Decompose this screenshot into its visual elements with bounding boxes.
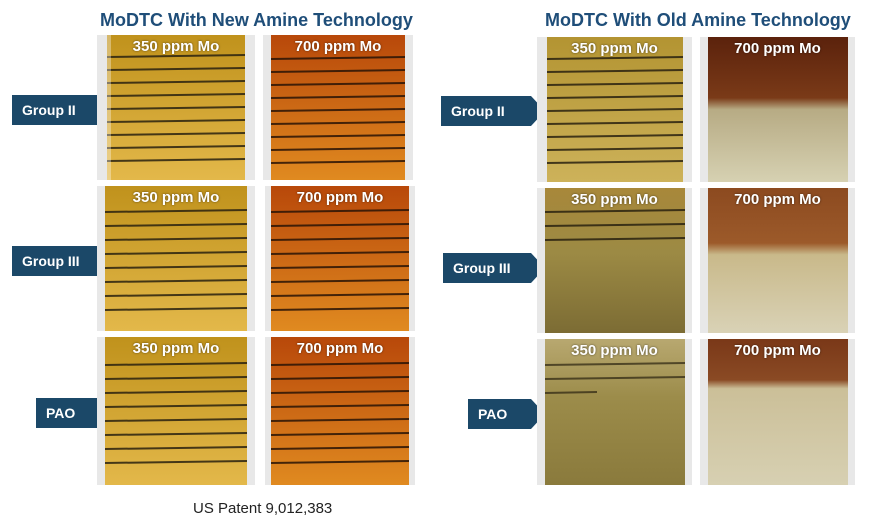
concentration-label: 350 ppm Mo [571, 342, 658, 359]
row-label-group-ii-old: Group II [441, 96, 545, 126]
concentration-label: 350 ppm Mo [571, 40, 658, 57]
sample-new-group-ii-350: 350 ppm Mo [97, 35, 255, 180]
sample-new-pao-700: 700 ppm Mo [265, 337, 415, 485]
concentration-label: 700 ppm Mo [294, 38, 382, 55]
concentration-label: 350 ppm Mo [132, 189, 220, 206]
sample-old-group-ii-350: 350 ppm Mo [537, 37, 692, 182]
sample-new-group-ii-700: 700 ppm Mo [263, 35, 413, 180]
patent-footer: US Patent 9,012,383 [193, 500, 333, 517]
concentration-label: 700 ppm Mo [296, 189, 384, 206]
concentration-label: 350 ppm Mo [571, 191, 658, 208]
sample-old-group-ii-700: 700 ppm Mo [700, 37, 855, 182]
concentration-label: 700 ppm Mo [296, 340, 384, 357]
sample-old-pao-350: 350 ppm Mo [537, 339, 692, 485]
row-label-group-ii-new: Group II [12, 95, 112, 125]
sample-old-group-iii-350: 350 ppm Mo [537, 188, 692, 333]
sample-new-group-iii-350: 350 ppm Mo [97, 186, 255, 331]
old-amine-heading: MoDTC With Old Amine Technology [545, 10, 851, 30]
sample-new-pao-350: 350 ppm Mo [97, 337, 255, 485]
concentration-label: 700 ppm Mo [734, 191, 821, 208]
sample-old-pao-700: 700 ppm Mo [700, 339, 855, 485]
new-amine-heading: MoDTC With New Amine Technology [100, 10, 413, 30]
concentration-label: 700 ppm Mo [734, 342, 821, 359]
sample-old-group-iii-700: 700 ppm Mo [700, 188, 855, 333]
row-label-group-iii-old: Group III [443, 253, 545, 283]
concentration-label: 350 ppm Mo [132, 340, 220, 357]
concentration-label: 350 ppm Mo [132, 38, 220, 55]
row-label-pao-old: PAO [468, 399, 545, 429]
concentration-label: 700 ppm Mo [734, 40, 821, 57]
sample-new-group-iii-700: 700 ppm Mo [265, 186, 415, 331]
